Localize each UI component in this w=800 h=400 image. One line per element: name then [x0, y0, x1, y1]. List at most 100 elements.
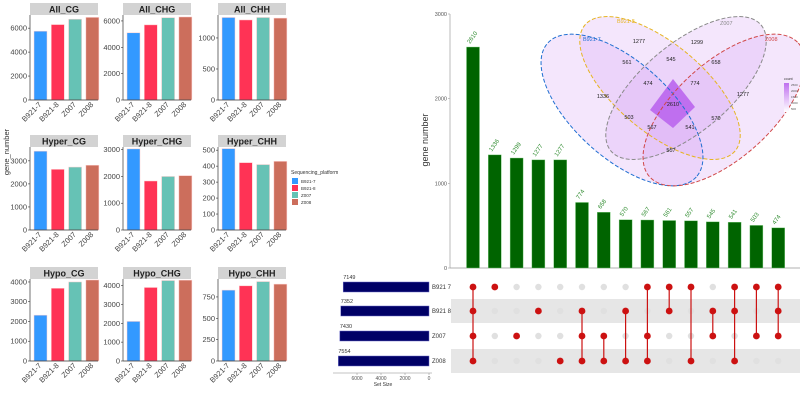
venn-region-count: 557	[666, 148, 675, 154]
matrix-dot-filled	[469, 283, 477, 291]
matrix-dot-filled	[709, 332, 717, 340]
matrix-dot-filled	[774, 283, 782, 291]
intersection-bar	[662, 220, 676, 269]
x-tick-label: Z008	[170, 100, 188, 118]
intersection-bar	[684, 220, 698, 269]
set-size-label: 7554	[338, 349, 350, 355]
matrix-dot-filled	[578, 332, 586, 340]
y-tick-label: 0	[211, 96, 215, 105]
venn-region-count: 545	[666, 57, 675, 63]
intersection-bar	[553, 159, 567, 269]
matrix-dot-filled	[774, 307, 782, 315]
bar-z007	[68, 18, 82, 101]
y-tick-label: 1000	[435, 181, 447, 187]
x-tick-label: B921-8	[130, 361, 153, 384]
venn-region-count: 2610	[667, 102, 679, 108]
y-tick-label: 0	[23, 357, 27, 366]
matrix-dot-filled	[469, 307, 477, 315]
matrix-dot-empty	[775, 357, 782, 365]
x-tick-label: Z008	[170, 230, 188, 248]
x-tick-label: B921-8	[130, 230, 153, 253]
y-tick-label: 4000	[103, 43, 120, 52]
x-tick-label: B921-8	[37, 100, 60, 123]
facet-panel-hypo-chg: Hypo_CHG01000200030004000B921-7B921-8Z00…	[103, 267, 193, 385]
matrix-dot-filled	[753, 283, 760, 291]
color-legend-title: count	[784, 77, 793, 81]
y-tick-label: 1000	[103, 338, 120, 347]
facet-panel-hyper-chg: Hyper_CHG0100020003000B921-7B921-8Z007Z0…	[103, 135, 193, 254]
panel-strip	[30, 135, 98, 147]
color-legend-tick: 500	[791, 107, 796, 111]
matrix-dot-empty	[491, 307, 498, 315]
matrix-dot-empty	[578, 283, 586, 291]
bar-z008	[85, 17, 100, 101]
bar-z008	[273, 161, 288, 231]
matrix-dot-empty	[600, 307, 607, 315]
y-tick-label: 4000	[10, 48, 27, 57]
set-size-tick-label: 4000	[375, 376, 386, 382]
x-tick-label: B921-8	[130, 100, 153, 123]
venn-outline-b921-8	[579, 16, 741, 160]
matrix-dot-empty	[491, 357, 498, 365]
y-tick-label: 0	[116, 357, 120, 366]
panel-title: Hyper_CHH	[227, 137, 277, 147]
matrix-dot-filled	[644, 283, 651, 291]
y-tick-label: 750	[202, 292, 215, 301]
set-name-label: B921 7	[432, 285, 452, 291]
matrix-dot-filled	[665, 307, 673, 315]
intersection-bar	[488, 154, 502, 269]
matrix-dot-filled	[622, 357, 629, 365]
x-tick-label: Z007	[153, 361, 171, 379]
intersection-bar	[509, 157, 524, 269]
legend-title: Sequencing_platform	[291, 170, 338, 176]
x-tick-label: Z008	[77, 361, 95, 379]
bar-z007	[68, 166, 82, 231]
set-size-label: 7430	[340, 324, 352, 330]
bar-b921-7	[126, 148, 141, 231]
venn-region-count: 503	[624, 115, 633, 121]
venn-region-count: 570	[711, 116, 720, 122]
matrix-dot-empty	[557, 283, 564, 291]
matrix-dot-filled	[687, 357, 695, 365]
x-tick-label: Z008	[265, 100, 283, 118]
y-tick-label: 0	[116, 96, 120, 105]
bar-b921-8	[51, 24, 65, 101]
y-tick-label: 0	[211, 357, 215, 366]
x-tick-label: Z007	[153, 230, 171, 248]
y-tick-label: 2000	[10, 317, 27, 326]
intersection-bar-label: 557	[685, 207, 696, 219]
matrix-dot-empty	[622, 283, 629, 291]
matrix-dot-empty	[535, 332, 542, 340]
matrix-dot-filled	[687, 283, 695, 291]
venn-region-count: 1277	[633, 39, 645, 45]
x-tick-label: Z007	[153, 100, 171, 118]
bar-b921-8	[239, 19, 253, 101]
facet-panel-hyper-cg: Hyper_CG0100020003000B921-7B921-8Z007Z00…	[10, 135, 100, 254]
bar-z008	[273, 17, 288, 101]
bar-z008	[178, 279, 193, 362]
intersection-bar	[618, 219, 633, 269]
x-tick-label: Z007	[60, 230, 78, 248]
intersection-bar-label: 503	[750, 211, 761, 223]
matrix-dot-filled	[709, 307, 717, 315]
intersection-bar-label: 1277	[532, 143, 545, 158]
legend-label: Z007	[301, 193, 312, 198]
y-tick-label: 3000	[10, 156, 27, 165]
bar-b921-7	[33, 314, 48, 362]
intersection-bar	[466, 46, 480, 269]
y-tick-label: 1000	[10, 337, 27, 346]
bar-b921-7	[221, 17, 236, 101]
panel-title: All_CHG	[139, 5, 176, 15]
matrix-dot-empty	[535, 283, 542, 291]
legend: Sequencing_platform B921-7 B921-8 Z007 Z008	[291, 170, 338, 205]
x-tick-label: Z007	[60, 100, 78, 118]
panel-strip	[123, 267, 191, 279]
color-legend-tick: 2000	[791, 89, 798, 93]
bar-b921-8	[239, 285, 253, 362]
y-tick-label: 4000	[103, 281, 120, 290]
matrix-dot-filled	[600, 332, 608, 340]
venn-region-count: 1277	[737, 92, 749, 98]
y-tick-label: 400	[202, 162, 215, 171]
set-size-bar	[339, 330, 430, 342]
